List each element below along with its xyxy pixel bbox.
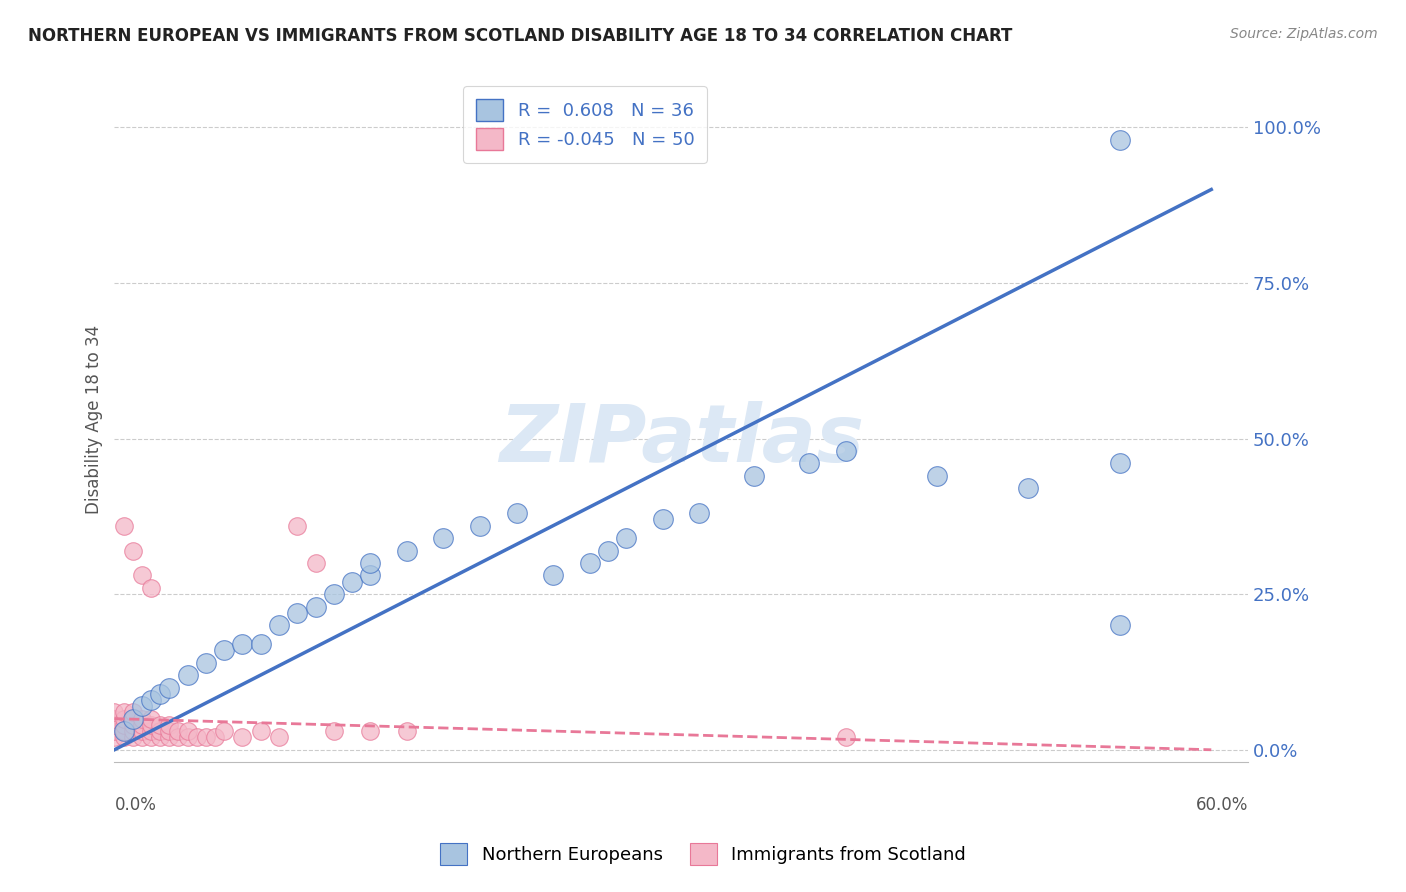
Text: ZIPatlas: ZIPatlas	[499, 401, 863, 479]
Point	[834, 444, 856, 458]
Point	[112, 712, 135, 726]
Point	[204, 731, 226, 745]
Point	[267, 618, 290, 632]
Text: Source: ZipAtlas.com: Source: ZipAtlas.com	[1230, 27, 1378, 41]
Point	[112, 718, 135, 732]
Y-axis label: Disability Age 18 to 34: Disability Age 18 to 34	[86, 326, 103, 515]
Point	[340, 574, 363, 589]
Point	[112, 731, 135, 745]
Point	[925, 468, 948, 483]
Text: NORTHERN EUROPEAN VS IMMIGRANTS FROM SCOTLAND DISABILITY AGE 18 TO 34 CORRELATIO: NORTHERN EUROPEAN VS IMMIGRANTS FROM SCO…	[28, 27, 1012, 45]
Point	[304, 556, 326, 570]
Point	[395, 724, 418, 739]
Point	[651, 512, 673, 526]
Point	[121, 718, 143, 732]
Point	[139, 712, 162, 726]
Point	[359, 556, 381, 570]
Point	[103, 712, 125, 726]
Point	[131, 731, 153, 745]
Point	[157, 731, 180, 745]
Point	[139, 693, 162, 707]
Point	[267, 731, 290, 745]
Point	[112, 706, 135, 720]
Point	[468, 518, 491, 533]
Point	[131, 568, 153, 582]
Point	[167, 731, 190, 745]
Point	[131, 699, 153, 714]
Point	[103, 706, 125, 720]
Point	[112, 724, 135, 739]
Point	[1017, 481, 1039, 495]
Text: 60.0%: 60.0%	[1195, 797, 1249, 814]
Point	[541, 568, 564, 582]
Point	[212, 643, 235, 657]
Point	[322, 587, 344, 601]
Point	[614, 531, 637, 545]
Point	[1108, 618, 1130, 632]
Point	[578, 556, 600, 570]
Point	[359, 568, 381, 582]
Point	[194, 731, 217, 745]
Point	[167, 724, 190, 739]
Point	[231, 637, 253, 651]
Point	[231, 731, 253, 745]
Point	[834, 731, 856, 745]
Point	[249, 637, 271, 651]
Point	[131, 712, 153, 726]
Point	[176, 731, 198, 745]
Point	[121, 543, 143, 558]
Point	[112, 518, 135, 533]
Point	[157, 681, 180, 695]
Point	[176, 724, 198, 739]
Point	[285, 606, 308, 620]
Point	[176, 668, 198, 682]
Point	[1108, 133, 1130, 147]
Point	[432, 531, 454, 545]
Point	[121, 712, 143, 726]
Point	[742, 468, 765, 483]
Point	[194, 656, 217, 670]
Point	[505, 506, 527, 520]
Legend: Northern Europeans, Immigrants from Scotland: Northern Europeans, Immigrants from Scot…	[432, 834, 974, 874]
Point	[149, 731, 172, 745]
Point	[149, 718, 172, 732]
Point	[139, 718, 162, 732]
Point	[131, 724, 153, 739]
Point	[688, 506, 710, 520]
Point	[157, 724, 180, 739]
Point	[186, 731, 208, 745]
Point	[359, 724, 381, 739]
Point	[212, 724, 235, 739]
Point	[149, 687, 172, 701]
Point	[121, 706, 143, 720]
Point	[103, 718, 125, 732]
Legend: R =  0.608   N = 36, R = -0.045   N = 50: R = 0.608 N = 36, R = -0.045 N = 50	[464, 87, 707, 163]
Point	[797, 457, 820, 471]
Point	[103, 731, 125, 745]
Point	[249, 724, 271, 739]
Text: 0.0%: 0.0%	[114, 797, 156, 814]
Point	[121, 712, 143, 726]
Point	[304, 599, 326, 614]
Point	[1108, 457, 1130, 471]
Point	[395, 543, 418, 558]
Point	[139, 581, 162, 595]
Point	[157, 718, 180, 732]
Point	[139, 724, 162, 739]
Point	[131, 718, 153, 732]
Point	[112, 724, 135, 739]
Point	[149, 724, 172, 739]
Point	[322, 724, 344, 739]
Point	[121, 731, 143, 745]
Point	[139, 731, 162, 745]
Point	[285, 518, 308, 533]
Point	[596, 543, 619, 558]
Point	[121, 724, 143, 739]
Point	[103, 724, 125, 739]
